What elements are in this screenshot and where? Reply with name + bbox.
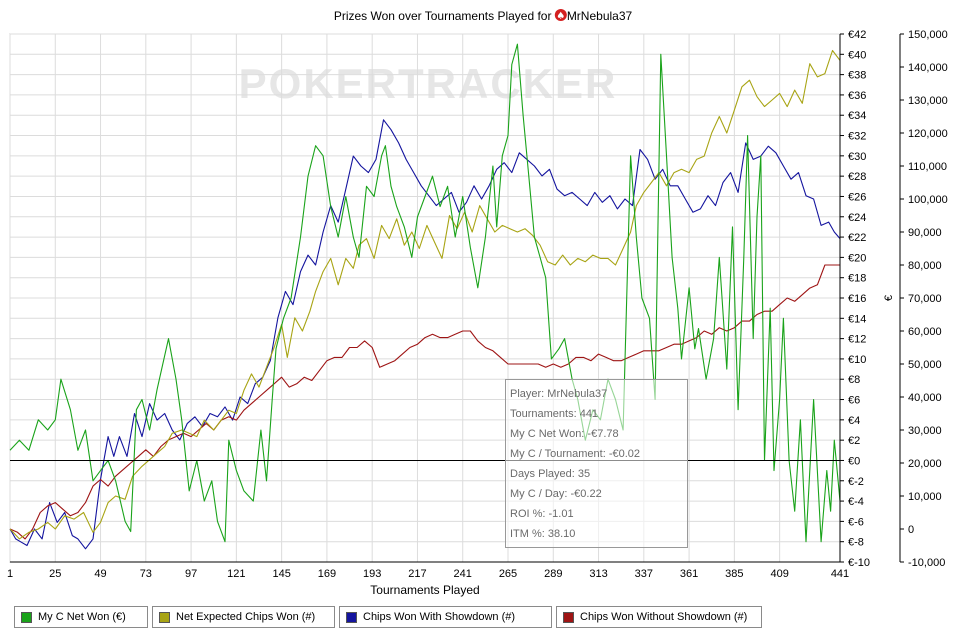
chart-title: Prizes Won over Tournaments Played for M… (334, 9, 633, 23)
y-left-tick-label: €34 (848, 110, 866, 122)
y-left-tick-label: €12 (848, 334, 866, 346)
y-right-tick-label: 30,000 (908, 425, 942, 437)
legend-label: Chips Won Without Showdown (#) (580, 611, 748, 623)
y-left-tick-label: €2 (848, 435, 860, 447)
logo-circle (554, 9, 567, 21)
y-left-tick-label: €42 (848, 29, 866, 41)
y-axis-unit-label: € (883, 295, 895, 301)
y-left-tick-label: €28 (848, 171, 866, 183)
y-left-tick-label: €-4 (848, 496, 864, 508)
poker-spade-icon: ♠ (554, 9, 567, 22)
y-right-tick-label: 100,000 (908, 194, 948, 206)
y-left-tick-label: €-6 (848, 516, 864, 528)
legend-swatch (346, 611, 357, 623)
y-right-tick-label: 70,000 (908, 293, 942, 305)
legend-label: My C Net Won (€) (38, 611, 126, 623)
x-tick-label: 385 (725, 568, 743, 580)
y-left-tick-label: €8 (848, 374, 860, 386)
y-right-tick-label: -10,000 (908, 557, 945, 569)
x-tick-label: 1 (7, 568, 13, 580)
y-left-tick-label: €6 (848, 395, 860, 407)
x-tick-label: 441 (831, 568, 849, 580)
y-right-tick-label: 60,000 (908, 326, 942, 338)
x-tick-label: 313 (589, 568, 607, 580)
y-left-tick-label: €30 (848, 151, 866, 163)
y-right-tick-label: 0 (908, 524, 914, 536)
tooltip-line: ITM %: 38.10 (510, 528, 576, 540)
y-left-tick-label: €36 (848, 90, 866, 102)
y-left-tick-label: €-2 (848, 476, 864, 488)
series-line-3 (9, 264, 840, 540)
y-right-tick-label: 80,000 (908, 260, 942, 272)
chart-title-text: Prizes Won over Tournaments Played for (334, 9, 555, 23)
x-tick-label: 73 (140, 568, 152, 580)
y-right-tick-label: 10,000 (908, 491, 942, 503)
y-left-tick-label: €0 (848, 455, 860, 467)
tooltip-line: Days Played: 35 (510, 468, 591, 480)
series-line-2 (9, 119, 841, 550)
legend-item[interactable]: Net Expected Chips Won (#) (152, 606, 335, 628)
y-right-tick-label: 130,000 (908, 95, 948, 107)
series-line-1 (9, 49, 841, 540)
y-left-tick-label: €22 (848, 232, 866, 244)
legend-swatch (21, 611, 32, 623)
y-left-tick-label: €40 (848, 49, 866, 61)
y-left-tick-label: €-8 (848, 537, 864, 549)
y-left-tick-label: €32 (848, 131, 866, 143)
series-line-0 (9, 43, 841, 543)
y-left-tick-label: €10 (848, 354, 866, 366)
x-tick-label: 361 (680, 568, 698, 580)
legend-item[interactable]: Chips Won Without Showdown (#) (556, 606, 762, 628)
legend-label: Net Expected Chips Won (#) (176, 611, 316, 623)
y-left-tick-label: €26 (848, 191, 866, 203)
x-tick-label: 121 (227, 568, 245, 580)
tooltip-line: ROI %: -1.01 (510, 508, 574, 520)
x-axis-label: Tournaments Played (370, 583, 479, 597)
x-tick-label: 241 (454, 568, 472, 580)
x-tick-label: 289 (544, 568, 562, 580)
x-tick-label: 193 (363, 568, 381, 580)
spade-glyph: ♠ (556, 11, 565, 22)
y-right-tick-label: 140,000 (908, 62, 948, 74)
legend-item[interactable]: My C Net Won (€) (14, 606, 148, 628)
x-tick-label: 409 (770, 568, 788, 580)
legend-item[interactable]: Chips Won With Showdown (#) (339, 606, 552, 628)
y-left-tick-label: €4 (848, 415, 860, 427)
legend-label: Chips Won With Showdown (#) (363, 611, 516, 623)
y-left-tick-label: €20 (848, 252, 866, 264)
y-right-tick-label: 110,000 (908, 161, 947, 173)
y-right-tick-label: 20,000 (908, 458, 942, 470)
stats-tooltip: Player: MrNebula37 Tournaments: 441 My C N… (505, 379, 688, 548)
y-right-tick-label: 150,000 (908, 29, 948, 41)
x-tick-label: 169 (318, 568, 336, 580)
x-tick-label: 217 (408, 568, 426, 580)
watermark: POKERTRACKER (239, 60, 618, 107)
x-tick-label: 145 (272, 568, 290, 580)
x-tick-label: 49 (94, 568, 106, 580)
x-tick-label: 337 (635, 568, 653, 580)
y-left-tick-label: €14 (848, 313, 866, 325)
tooltip-line: My C Net Won: -€7.78 (510, 428, 619, 440)
legend-swatch (563, 611, 574, 623)
x-tick-label: 265 (499, 568, 517, 580)
x-tick-label: 25 (49, 568, 61, 580)
tooltip-line: Tournaments: 441 (510, 408, 599, 420)
y-right-tick-label: 50,000 (908, 359, 942, 371)
y-left-tick-label: €16 (848, 293, 866, 305)
tooltip-line: My C / Day: -€0.22 (510, 488, 602, 500)
x-tick-label: 97 (185, 568, 197, 580)
y-left-tick-label: €38 (848, 70, 866, 82)
y-left-tick-label: €-10 (848, 557, 870, 569)
y-right-tick-label: 90,000 (908, 227, 942, 239)
y-right-tick-label: 40,000 (908, 392, 942, 404)
tooltip-line: My C / Tournament: -€0.02 (510, 448, 641, 460)
chart-title-player: MrNebula37 (567, 9, 633, 23)
y-left-tick-label: €24 (848, 212, 866, 224)
y-right-tick-label: 120,000 (908, 128, 948, 140)
tooltip-line: Player: MrNebula37 (510, 388, 608, 400)
y-left-tick-label: €18 (848, 273, 866, 285)
legend-swatch (159, 611, 170, 623)
